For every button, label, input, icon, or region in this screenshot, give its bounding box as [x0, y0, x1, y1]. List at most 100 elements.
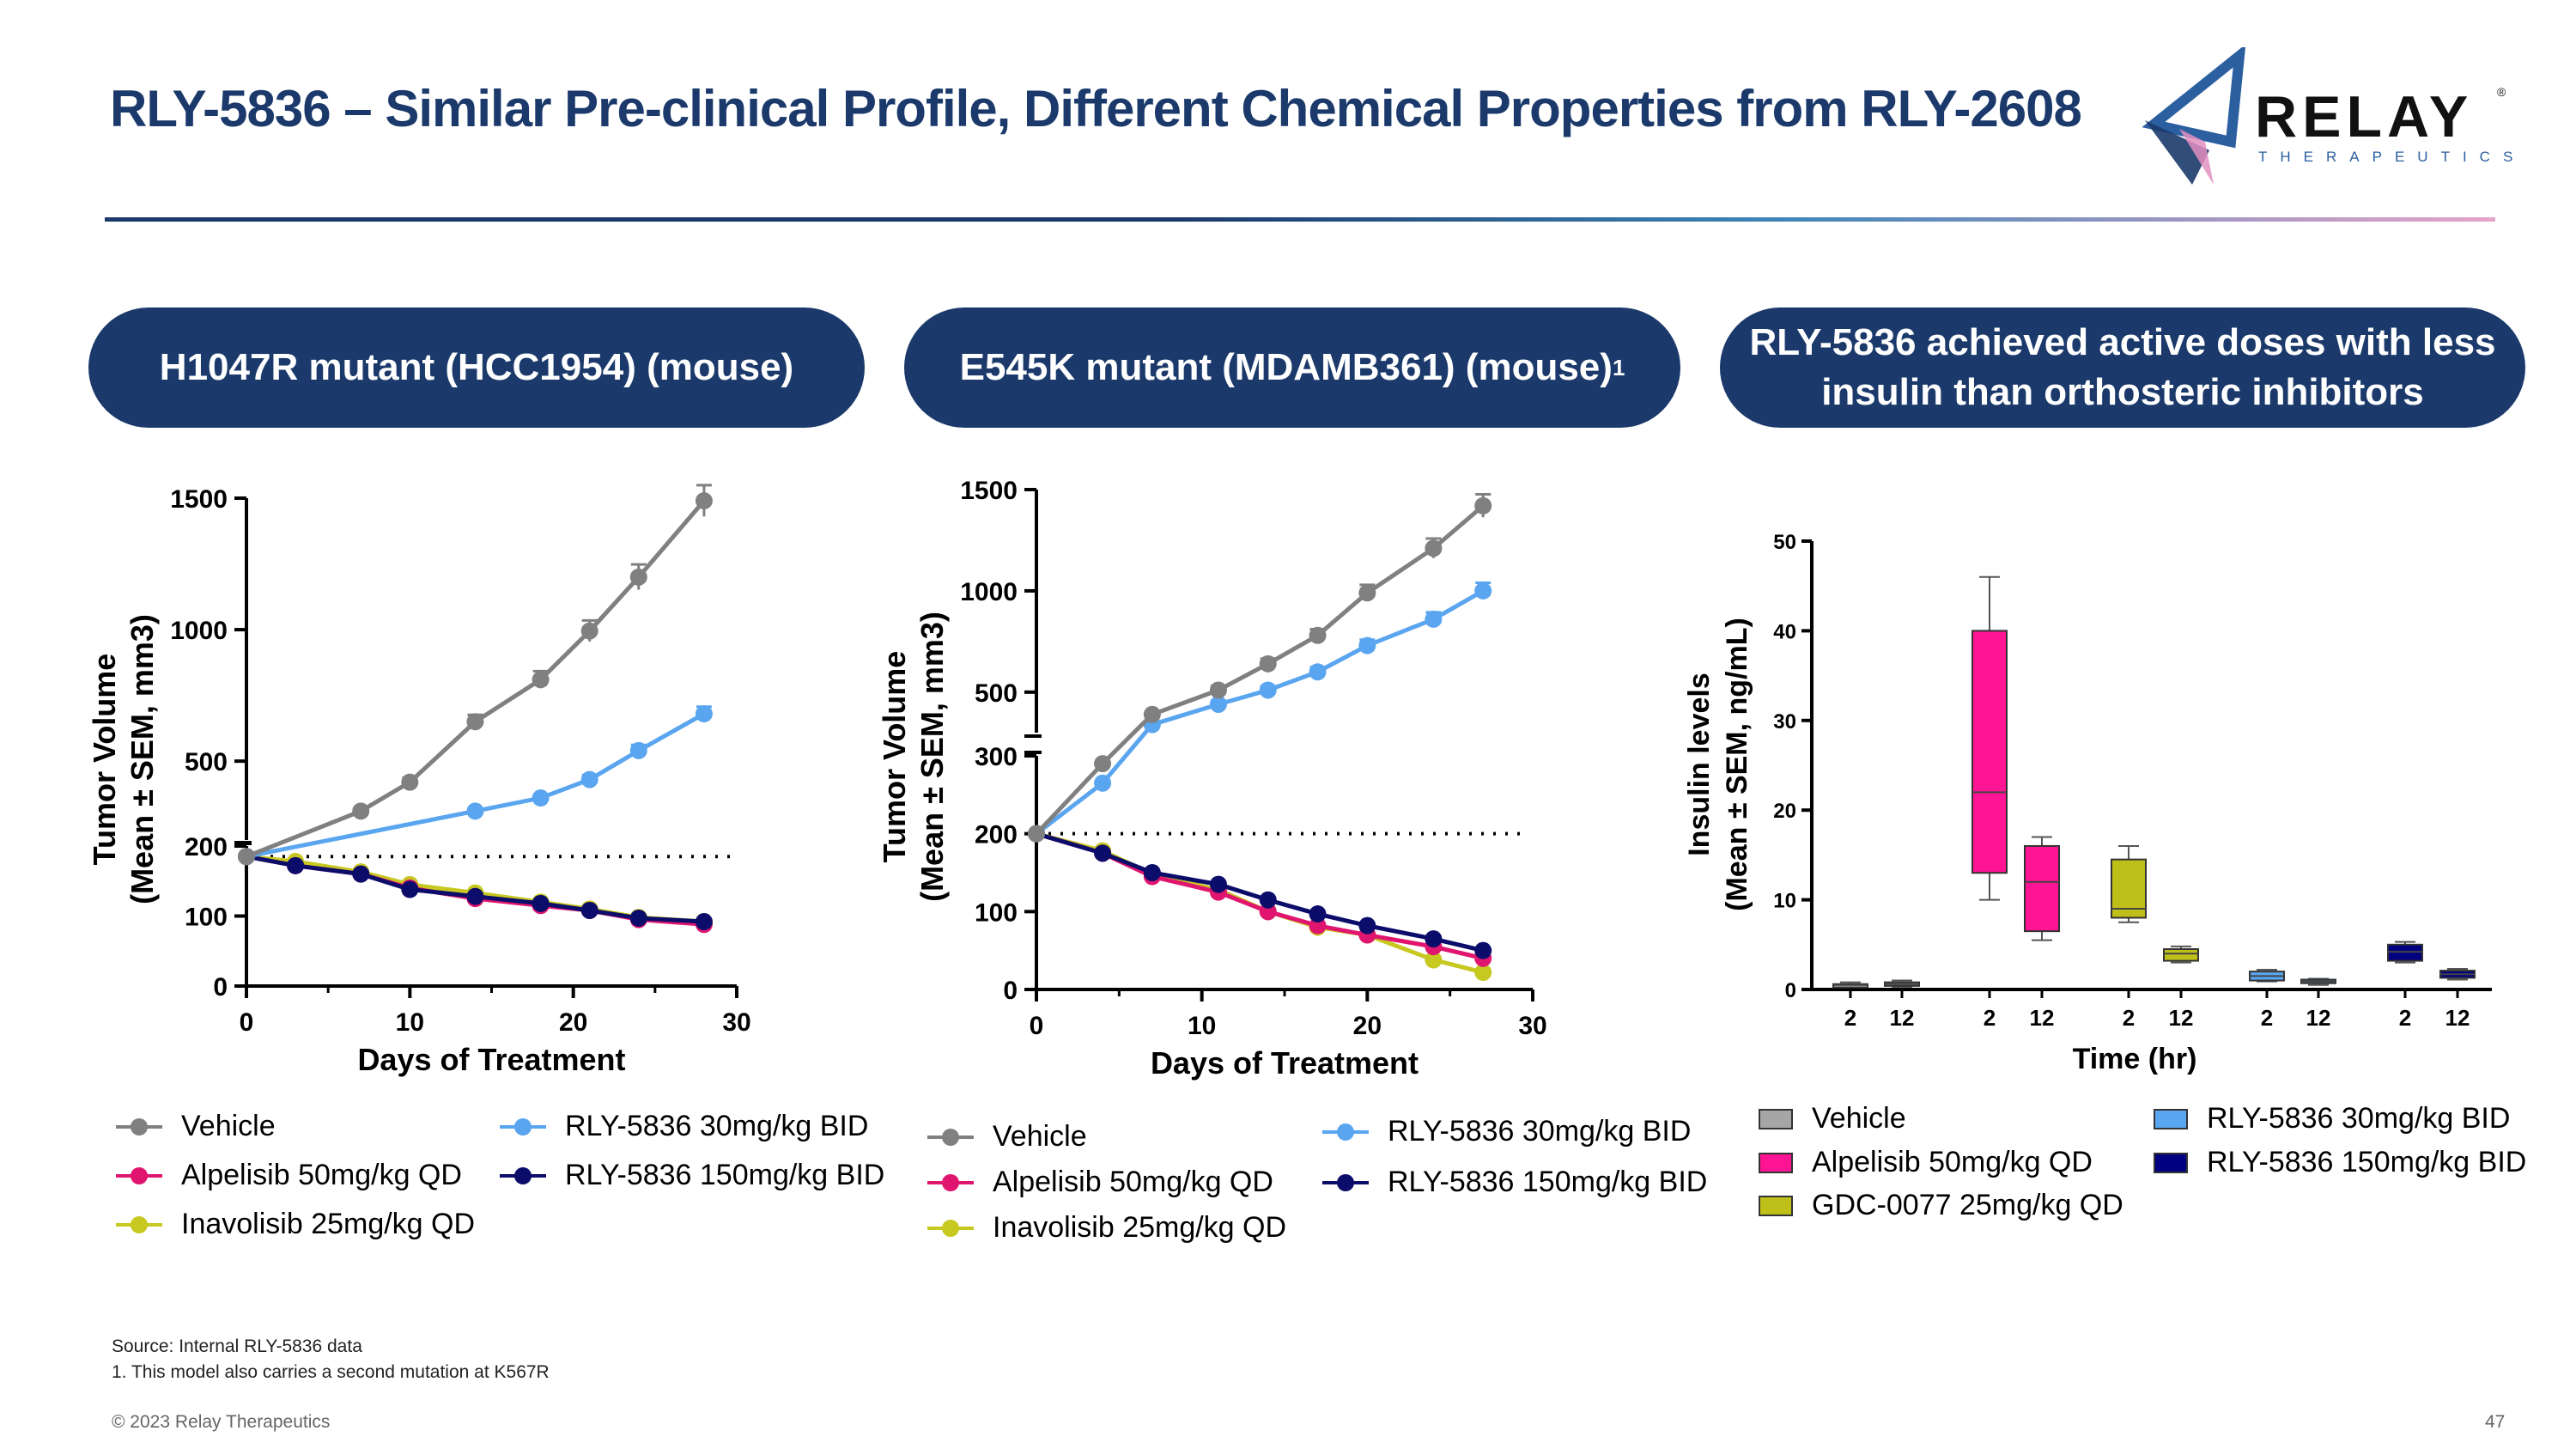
legend-box-swatch [2154, 1108, 2188, 1129]
chart1-point-vehicle [629, 568, 647, 586]
chart3-box-alpelisib-50mg-kg-qd [1971, 630, 2008, 874]
chart3-y-tick-label: 30 [1773, 710, 1796, 734]
legend-box-swatch [1759, 1195, 1793, 1216]
chart2-y-label-line1: Tumor Volume [877, 651, 912, 863]
legend-item: RLY-5836 30mg/kg BID [1322, 1115, 1691, 1148]
legend-item: RLY-5836 30mg/kg BID [500, 1110, 868, 1143]
chart2-y-tick-label: 1000 [960, 578, 1018, 606]
chart1-x-tick-label: 20 [559, 1008, 587, 1037]
legend-label: RLY-5836 30mg/kg BID [1388, 1115, 1692, 1148]
chart2-y-tick-label: 1500 [960, 477, 1018, 505]
legend-item: Vehicle [116, 1110, 276, 1143]
chart2-y-tick-label: 200 [975, 821, 1018, 849]
chart1-point-rly-5836-150mg-kg-bid [695, 913, 713, 931]
legend-label: Vehicle [1812, 1102, 1906, 1135]
chart2-point-rly-5836-30mg-kg-bid [1358, 636, 1376, 654]
chart3-y-tick-label: 40 [1773, 620, 1796, 643]
chart1-point-rly-5836-30mg-kg-bid [695, 705, 713, 723]
chart2-point-rly-5836-150mg-kg-bid [1143, 864, 1161, 881]
chart2-point-vehicle [1143, 705, 1161, 723]
chart3-x-tick-label: 12 [2306, 1005, 2331, 1031]
legend-item: RLY-5836 30mg/kg BID [2154, 1102, 2510, 1135]
chart3-box-rly-5836-150mg-kg-bid [2387, 943, 2423, 962]
chart2-point-vehicle [1259, 654, 1277, 673]
chart1-point-vehicle [238, 848, 255, 866]
chart1-y-tick-label: 100 [185, 904, 228, 932]
chart2-point-rly-5836-150mg-kg-bid [1094, 844, 1112, 862]
chart2-x-label: Days of Treatment [1151, 1045, 1419, 1081]
chart2-point-vehicle [1028, 825, 1045, 843]
legend-line-swatch [927, 1173, 974, 1191]
chart2-point-inavolisib-25mg-kg-qd [1425, 951, 1443, 969]
chart3-y-tick-label: 10 [1773, 890, 1796, 913]
chart3-y-label-line2: (Mean ± SEM, ng/mL) [1721, 618, 1753, 911]
legend-label: RLY-5836 30mg/kg BID [2207, 1102, 2511, 1135]
pill-h1047r-label: H1047R mutant (HCC1954) (mouse) [159, 346, 794, 388]
chart2-point-rly-5836-30mg-kg-bid [1094, 774, 1112, 792]
legend-line-swatch [1322, 1123, 1369, 1141]
chart3-box-gdc-0077-25mg-kg-qd [2163, 948, 2199, 962]
chart2-series-line-rly-5836-30mg-kg-bid [1035, 588, 1485, 836]
legend-label: Alpelisib 50mg/kg QD [1812, 1146, 2093, 1178]
legend-line-swatch [116, 1117, 162, 1135]
legend-line-swatch [116, 1166, 162, 1184]
chart2-x-tick-label: 20 [1353, 1012, 1382, 1040]
chart2-point-vehicle [1094, 755, 1112, 773]
legend-line-swatch [1322, 1173, 1369, 1191]
legend-item: Vehicle [1759, 1102, 1906, 1135]
legend-label: Inavolisib 25mg/kg QD [993, 1211, 1287, 1244]
chart1-point-rly-5836-30mg-kg-bid [466, 802, 484, 820]
legend-marker [942, 1219, 959, 1237]
relay-logo: RELAY ® THERAPEUTICS [2128, 44, 2512, 193]
chart3-x-tick-label: 2 [1844, 1005, 1856, 1031]
legend-label: RLY-5836 150mg/kg BID [565, 1159, 885, 1191]
legend-box-swatch [1759, 1152, 1793, 1173]
chart2-point-rly-5836-150mg-kg-bid [1259, 891, 1277, 909]
chart1-x-label: Days of Treatment [357, 1042, 625, 1077]
chart2-y-tick-label: 0 [1003, 977, 1018, 1005]
chart1-point-rly-5836-150mg-kg-bid [532, 894, 550, 912]
chart1-y-label-line1: Tumor Volume [87, 654, 122, 866]
chart2-point-vehicle [1474, 496, 1492, 514]
legend-marker [1337, 1123, 1354, 1141]
chart2-point-rly-5836-150mg-kg-bid [1474, 941, 1492, 959]
chart3-box-alpelisib-50mg-kg-qd [2024, 844, 2060, 933]
chart1-point-rly-5836-150mg-kg-bid [401, 880, 419, 898]
legend-marker [942, 1128, 959, 1146]
legend-item: GDC-0077 25mg/kg QD [1759, 1189, 2123, 1222]
chart3-y-tick-label: 50 [1773, 531, 1796, 554]
chart2-point-rly-5836-30mg-kg-bid [1425, 610, 1443, 628]
chart2-y-tick-label: 500 [975, 679, 1018, 708]
legend-label: Alpelisib 50mg/kg QD [993, 1166, 1273, 1198]
chart3-x-label: Time (hr) [2073, 1043, 2197, 1075]
source-note: Source: Internal RLY-5836 data [112, 1336, 362, 1356]
legend-line-swatch [500, 1117, 546, 1135]
chart3-x-tick-label: 12 [2169, 1005, 2194, 1031]
legend-item: Alpelisib 50mg/kg QD [116, 1159, 462, 1192]
chart2-point-vehicle [1425, 539, 1443, 557]
page-number: 47 [2485, 1412, 2506, 1432]
chart2-point-rly-5836-150mg-kg-bid [1358, 916, 1376, 935]
chart2-y-tick-label: 100 [975, 898, 1018, 927]
legend-item: Alpelisib 50mg/kg QD [1759, 1146, 2093, 1179]
chart2-point-rly-5836-30mg-kg-bid [1209, 695, 1227, 713]
chart3-x-tick-label: 2 [2261, 1005, 2273, 1031]
chart1-point-rly-5836-150mg-kg-bid [287, 856, 305, 874]
logo-subtitle: THERAPEUTICS [2258, 149, 2526, 165]
legend-line-swatch [500, 1166, 546, 1184]
footnote-1: 1. This model also carries a second muta… [112, 1362, 550, 1382]
legend-label: RLY-5836 150mg/kg BID [2207, 1146, 2527, 1178]
logo-wordmark: RELAY [2255, 84, 2474, 149]
chart1-point-rly-5836-150mg-kg-bid [629, 909, 647, 927]
legend-box-swatch [1759, 1108, 1793, 1129]
chart1-point-rly-5836-150mg-kg-bid [466, 887, 484, 905]
chart3-x-tick-label: 2 [2123, 1005, 2135, 1031]
legend-item: Vehicle [927, 1120, 1087, 1154]
chart3-x-tick-label: 12 [2445, 1005, 2470, 1031]
chart1-y-tick-label: 0 [213, 973, 228, 1002]
legend-label: Inavolisib 25mg/kg QD [181, 1208, 476, 1240]
legend-marker [131, 1166, 148, 1184]
chart1-y-tick-label: 200 [185, 833, 228, 861]
chart2-point-rly-5836-30mg-kg-bid [1474, 581, 1492, 600]
chart3-x-tick-label: 12 [1890, 1005, 1915, 1031]
